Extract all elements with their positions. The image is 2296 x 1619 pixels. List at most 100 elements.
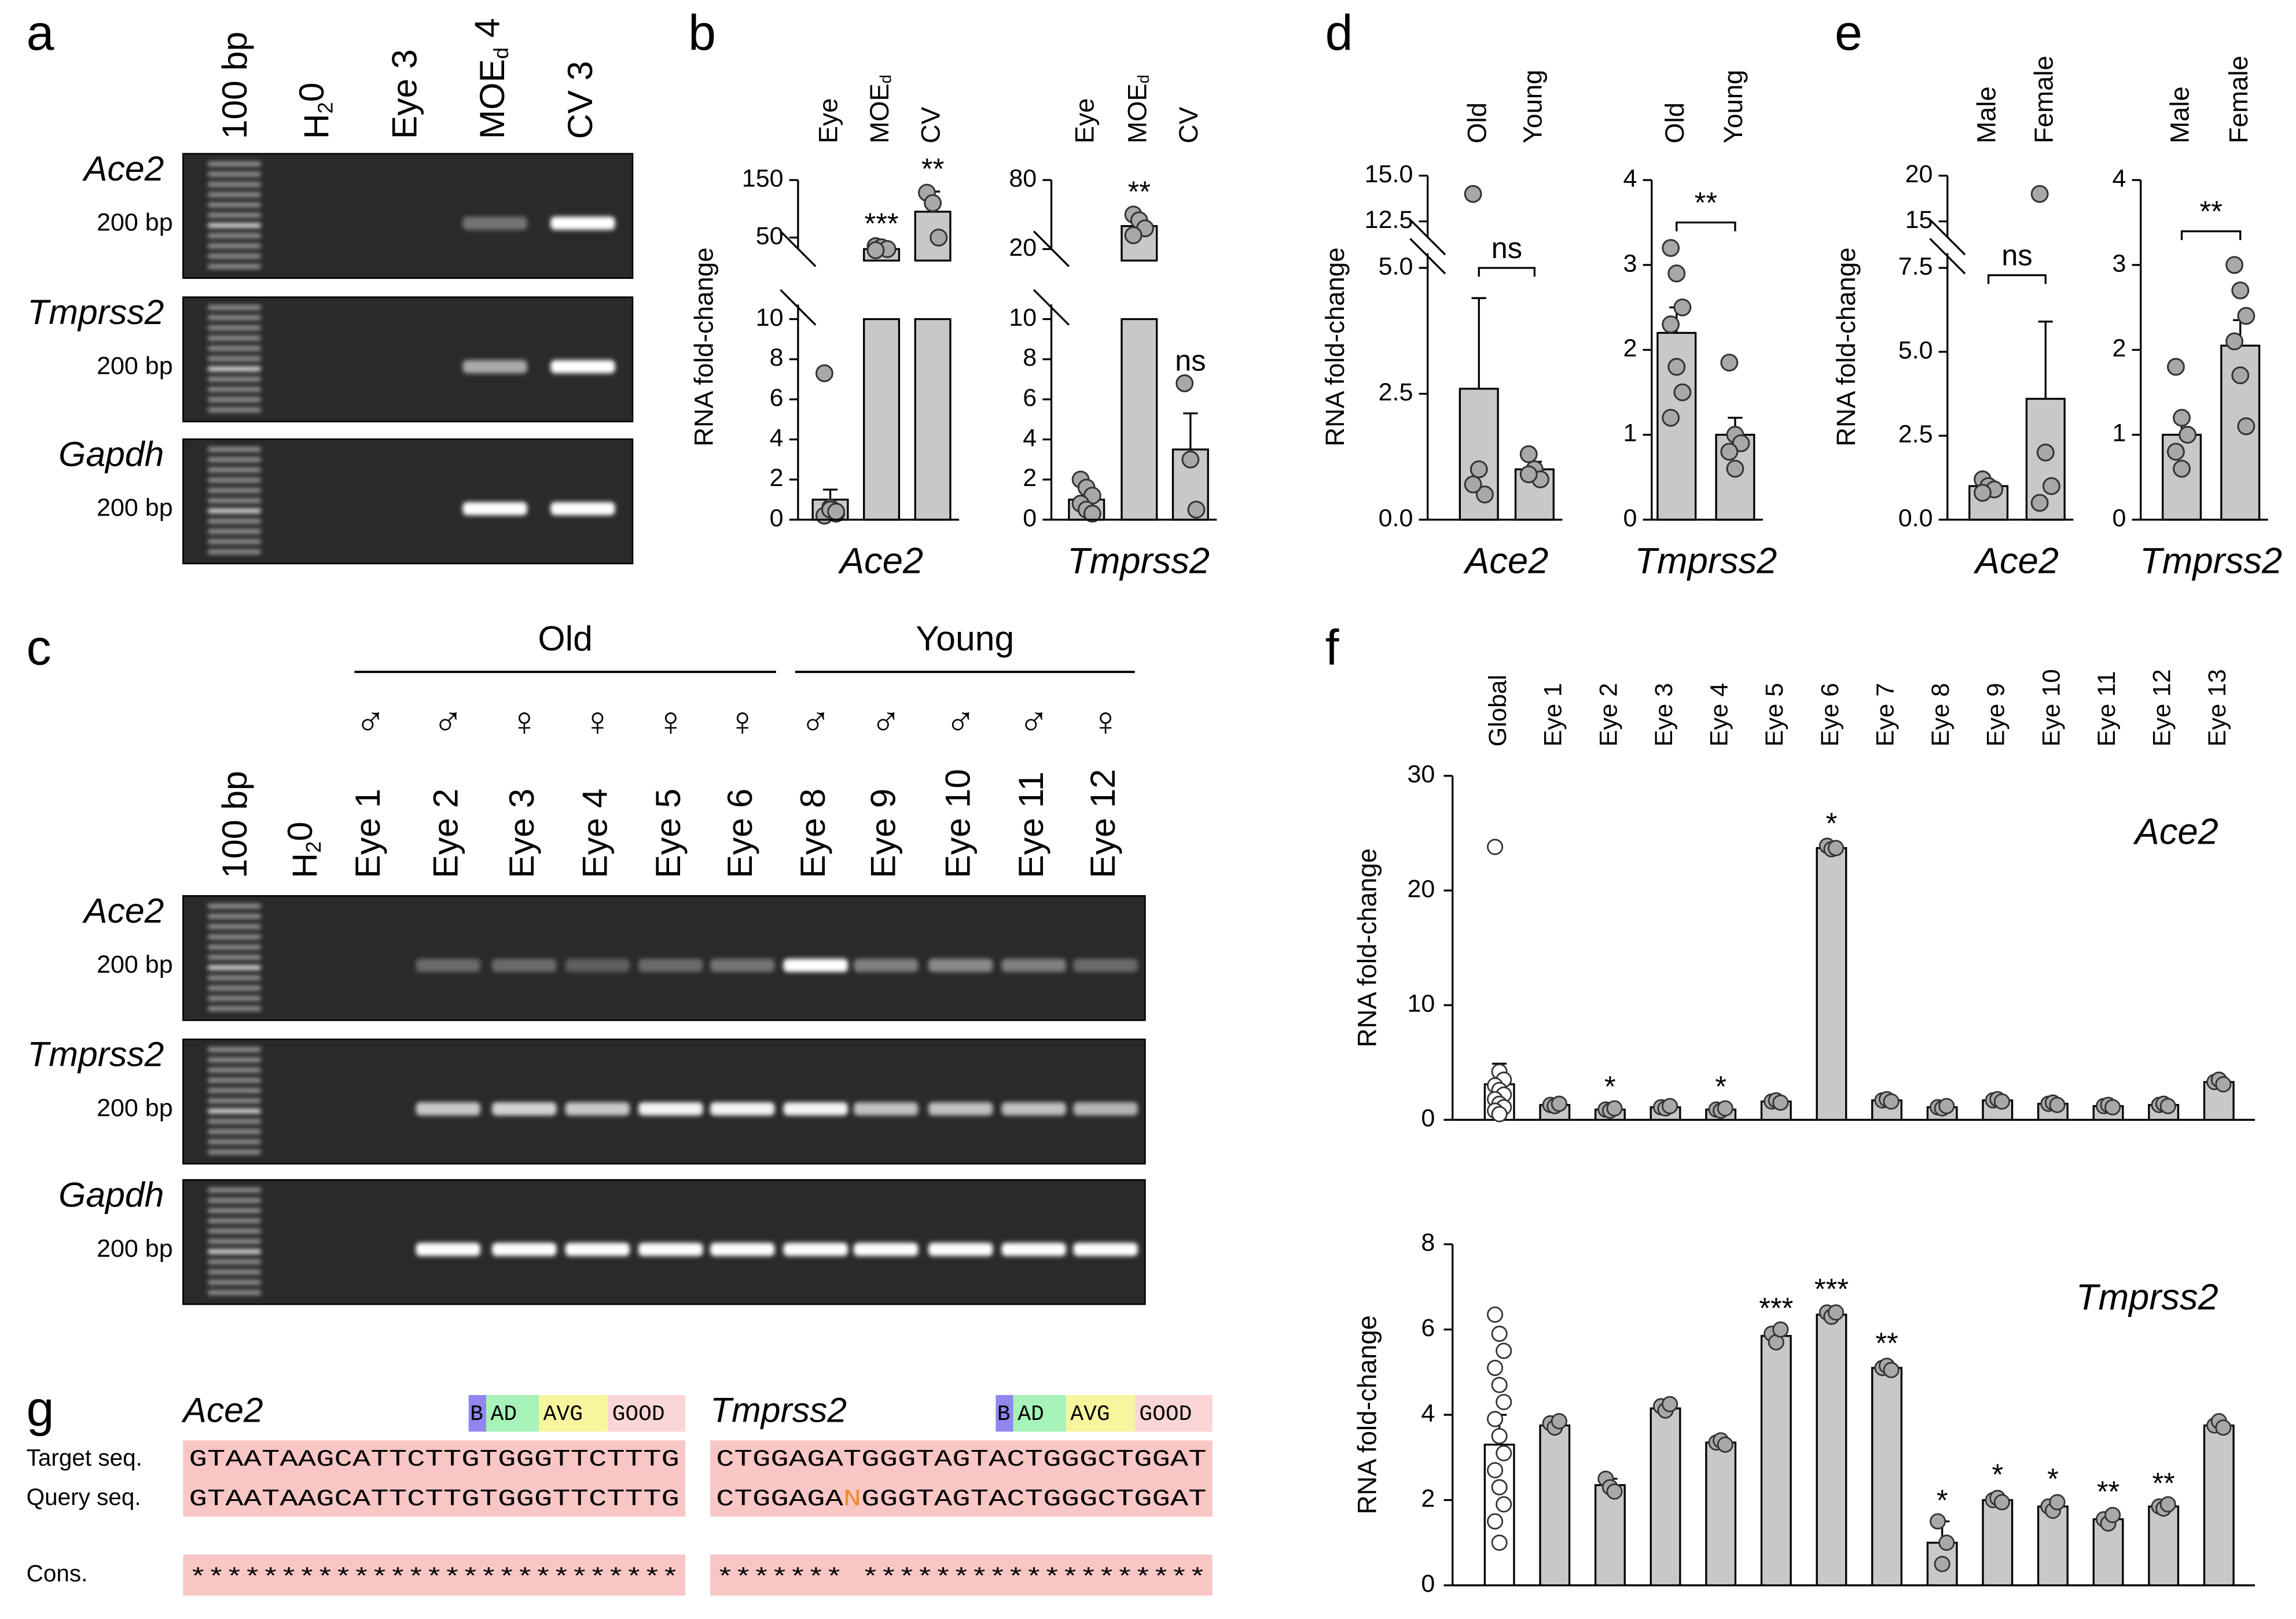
ladder-band xyxy=(208,397,261,402)
category-label: Eye 5 xyxy=(1761,683,1788,746)
data-point xyxy=(1475,485,1494,504)
ladder-band xyxy=(208,1006,261,1011)
significance: *** xyxy=(1814,1272,1849,1305)
gene-label: Gapdh xyxy=(58,434,164,473)
y-tick-label: 8 xyxy=(1023,344,1037,371)
ladder-band xyxy=(208,1129,261,1134)
data-point xyxy=(1662,1396,1678,1412)
y-tick-label: 0 xyxy=(1023,504,1037,532)
ladder-band xyxy=(208,549,261,554)
band xyxy=(0,216,65,230)
y-axis-label: RNA fold-change xyxy=(689,248,719,447)
category-label: Female xyxy=(2224,56,2253,143)
data-point xyxy=(2167,443,2185,461)
significance: ** xyxy=(921,152,944,185)
category-label: Eye 4 xyxy=(1706,683,1733,746)
lane-label: Eye 9 xyxy=(864,789,903,878)
lane-label: Eye 5 xyxy=(648,789,688,878)
y-tick-label: 4 xyxy=(1023,424,1037,452)
ladder-band xyxy=(208,305,261,310)
legend-text: GOOD xyxy=(1139,1402,1192,1427)
lane-label-sub: d xyxy=(489,47,513,59)
y-tick-label: 8 xyxy=(770,344,784,371)
data-point xyxy=(2231,281,2250,300)
ladder-band xyxy=(208,161,261,167)
data-point xyxy=(1491,1535,1508,1551)
data-point xyxy=(2237,417,2255,436)
ladder-band xyxy=(208,985,261,991)
band xyxy=(854,1102,919,1116)
sex-symbol: ♂ xyxy=(355,699,386,745)
category-label: Old xyxy=(1462,102,1492,143)
y-tick-label: 8 xyxy=(1421,1229,1435,1257)
query-part: CTGGAGA xyxy=(716,1486,844,1513)
band xyxy=(416,959,480,972)
data-point xyxy=(1606,1483,1623,1500)
lane-label: H20 xyxy=(292,82,337,139)
band xyxy=(854,959,919,972)
data-point xyxy=(1491,1326,1508,1342)
data-point xyxy=(1993,1093,2010,1110)
lane-label: Eye 2 xyxy=(425,789,465,878)
ladder-band xyxy=(208,1047,261,1052)
ladder-band xyxy=(208,1068,261,1073)
comparison-label: ns xyxy=(2001,239,2032,272)
bar xyxy=(1982,1499,2014,1587)
ladder-band xyxy=(208,457,261,462)
category-label: MOEd xyxy=(1122,75,1152,143)
legend-swatch xyxy=(1134,1394,1213,1432)
category-label: Eye 11 xyxy=(2093,671,2121,747)
gene-name: Tmprss2 xyxy=(710,1390,847,1429)
ladder-band xyxy=(208,1270,261,1275)
data-point xyxy=(1491,1377,1508,1393)
data-point xyxy=(1491,1479,1508,1496)
ladder-band xyxy=(208,325,261,330)
data-point xyxy=(1496,1342,1512,1359)
data-point xyxy=(1717,1100,1733,1117)
x-axis-label: Tmprss2 xyxy=(2140,541,2282,582)
y-tick-label: 10 xyxy=(1009,304,1037,332)
row-label: Target seq. xyxy=(27,1444,142,1471)
band xyxy=(550,216,615,230)
lane-label-tail: 0 xyxy=(292,82,331,102)
y-axis-label: RNA fold-change xyxy=(1353,848,1382,1047)
consensus: *************************** xyxy=(189,1565,679,1592)
data-point xyxy=(1720,354,1739,372)
size-label: 200 bp xyxy=(97,1235,173,1263)
size-label: 200 bp xyxy=(97,208,173,236)
y-tick-label: 2 xyxy=(1023,464,1037,492)
row-label: Query seq. xyxy=(27,1484,141,1510)
legend-swatch xyxy=(486,1394,539,1432)
data-point xyxy=(2030,185,2049,203)
y-tick-label: 4 xyxy=(770,424,784,452)
band xyxy=(0,1102,65,1116)
category-label: MOEd xyxy=(865,75,895,143)
data-point xyxy=(1662,409,1680,427)
bar xyxy=(1760,1335,1792,1587)
significance: * xyxy=(1715,1070,1726,1103)
ladder-band xyxy=(208,1228,261,1234)
lane-label: 100 bp xyxy=(215,771,254,878)
data-point xyxy=(1487,838,1504,855)
category-label: Global xyxy=(1484,675,1512,746)
ladder-band xyxy=(208,529,261,534)
ladder-band xyxy=(208,346,261,351)
category-label: Female xyxy=(2029,56,2058,143)
data-point xyxy=(2167,358,2185,376)
category-label: Eye 10 xyxy=(2037,669,2065,746)
size-label: 200 bp xyxy=(97,494,173,522)
ladder-band xyxy=(208,1057,261,1062)
y-tick-label: 6 xyxy=(770,384,784,411)
ladder-band xyxy=(208,904,261,908)
data-point xyxy=(1673,383,1692,402)
data-point xyxy=(1726,459,1744,478)
band xyxy=(710,1102,775,1116)
ladder-band xyxy=(208,468,261,472)
axis-break xyxy=(780,289,817,326)
comparison-bracket xyxy=(1478,267,1536,277)
data-point xyxy=(1491,1106,1508,1123)
data-point xyxy=(1496,1393,1512,1411)
band xyxy=(492,959,557,972)
series-label: Ace2 xyxy=(2133,812,2218,852)
bar xyxy=(863,318,901,521)
